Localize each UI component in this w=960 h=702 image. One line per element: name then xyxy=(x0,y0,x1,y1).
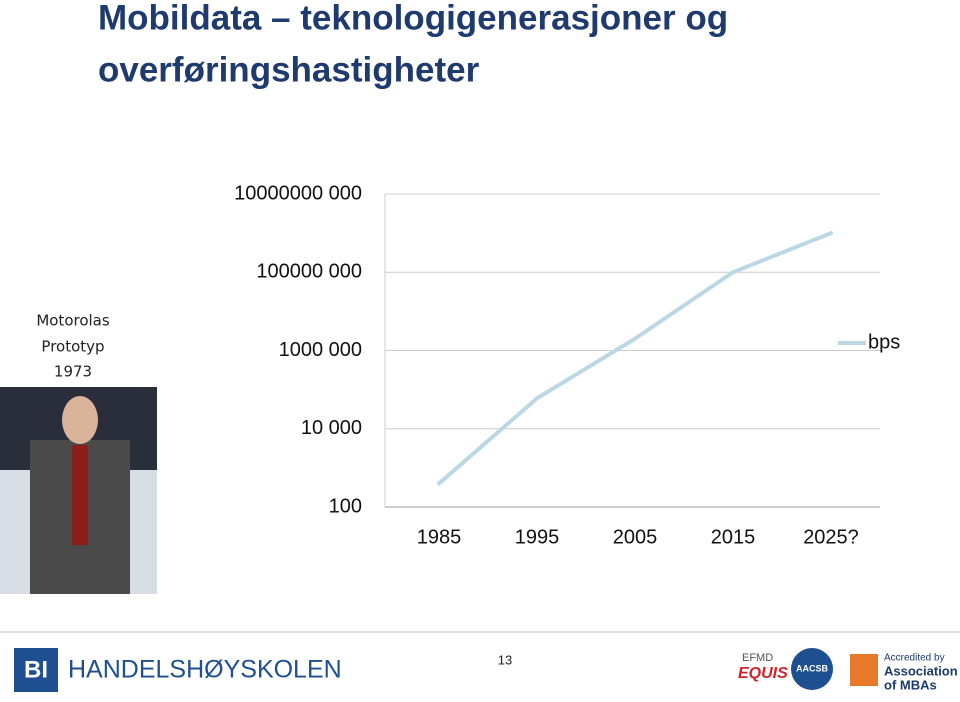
caption: Prototyp xyxy=(41,338,104,356)
amba-mark xyxy=(850,654,878,686)
title-line-2: overføringshastigheter xyxy=(98,50,480,89)
x-tick-label: 2005 xyxy=(613,526,658,548)
y-tick-label: 100 xyxy=(329,495,362,517)
aacsb-seal xyxy=(791,648,833,690)
amba: of MBAs xyxy=(884,677,937,692)
caption: Motorolas xyxy=(36,312,110,330)
legend-label: bps xyxy=(868,331,900,353)
x-tick-label: 1995 xyxy=(515,526,560,548)
title-line-1: Mobildata – teknologigenerasjoner og xyxy=(98,0,728,37)
school-name: HANDELSHØYSKOLEN xyxy=(68,656,342,684)
amba: Association xyxy=(884,663,958,678)
x-tick-label: 1985 xyxy=(417,526,462,548)
aacsb: AACSB xyxy=(796,663,829,673)
page-number: 13 xyxy=(498,652,512,667)
y-tick-label: 10000000 000 xyxy=(234,182,362,204)
bi-text: BI xyxy=(24,656,48,683)
caption: 1973 xyxy=(54,363,92,381)
equis: EQUIS xyxy=(738,665,788,682)
data-line xyxy=(437,231,833,486)
y-tick-label: 100000 000 xyxy=(256,261,362,283)
y-tick-label: 10 000 xyxy=(301,417,362,439)
y-tick-label: 1000 000 xyxy=(279,339,362,361)
amba: Accredited by xyxy=(884,653,945,664)
photo xyxy=(0,387,157,594)
x-tick-label: 2025? xyxy=(803,526,859,548)
x-tick-label: 2015 xyxy=(711,526,756,548)
efmd: EFMD xyxy=(742,652,773,664)
bi-logo xyxy=(14,648,58,692)
